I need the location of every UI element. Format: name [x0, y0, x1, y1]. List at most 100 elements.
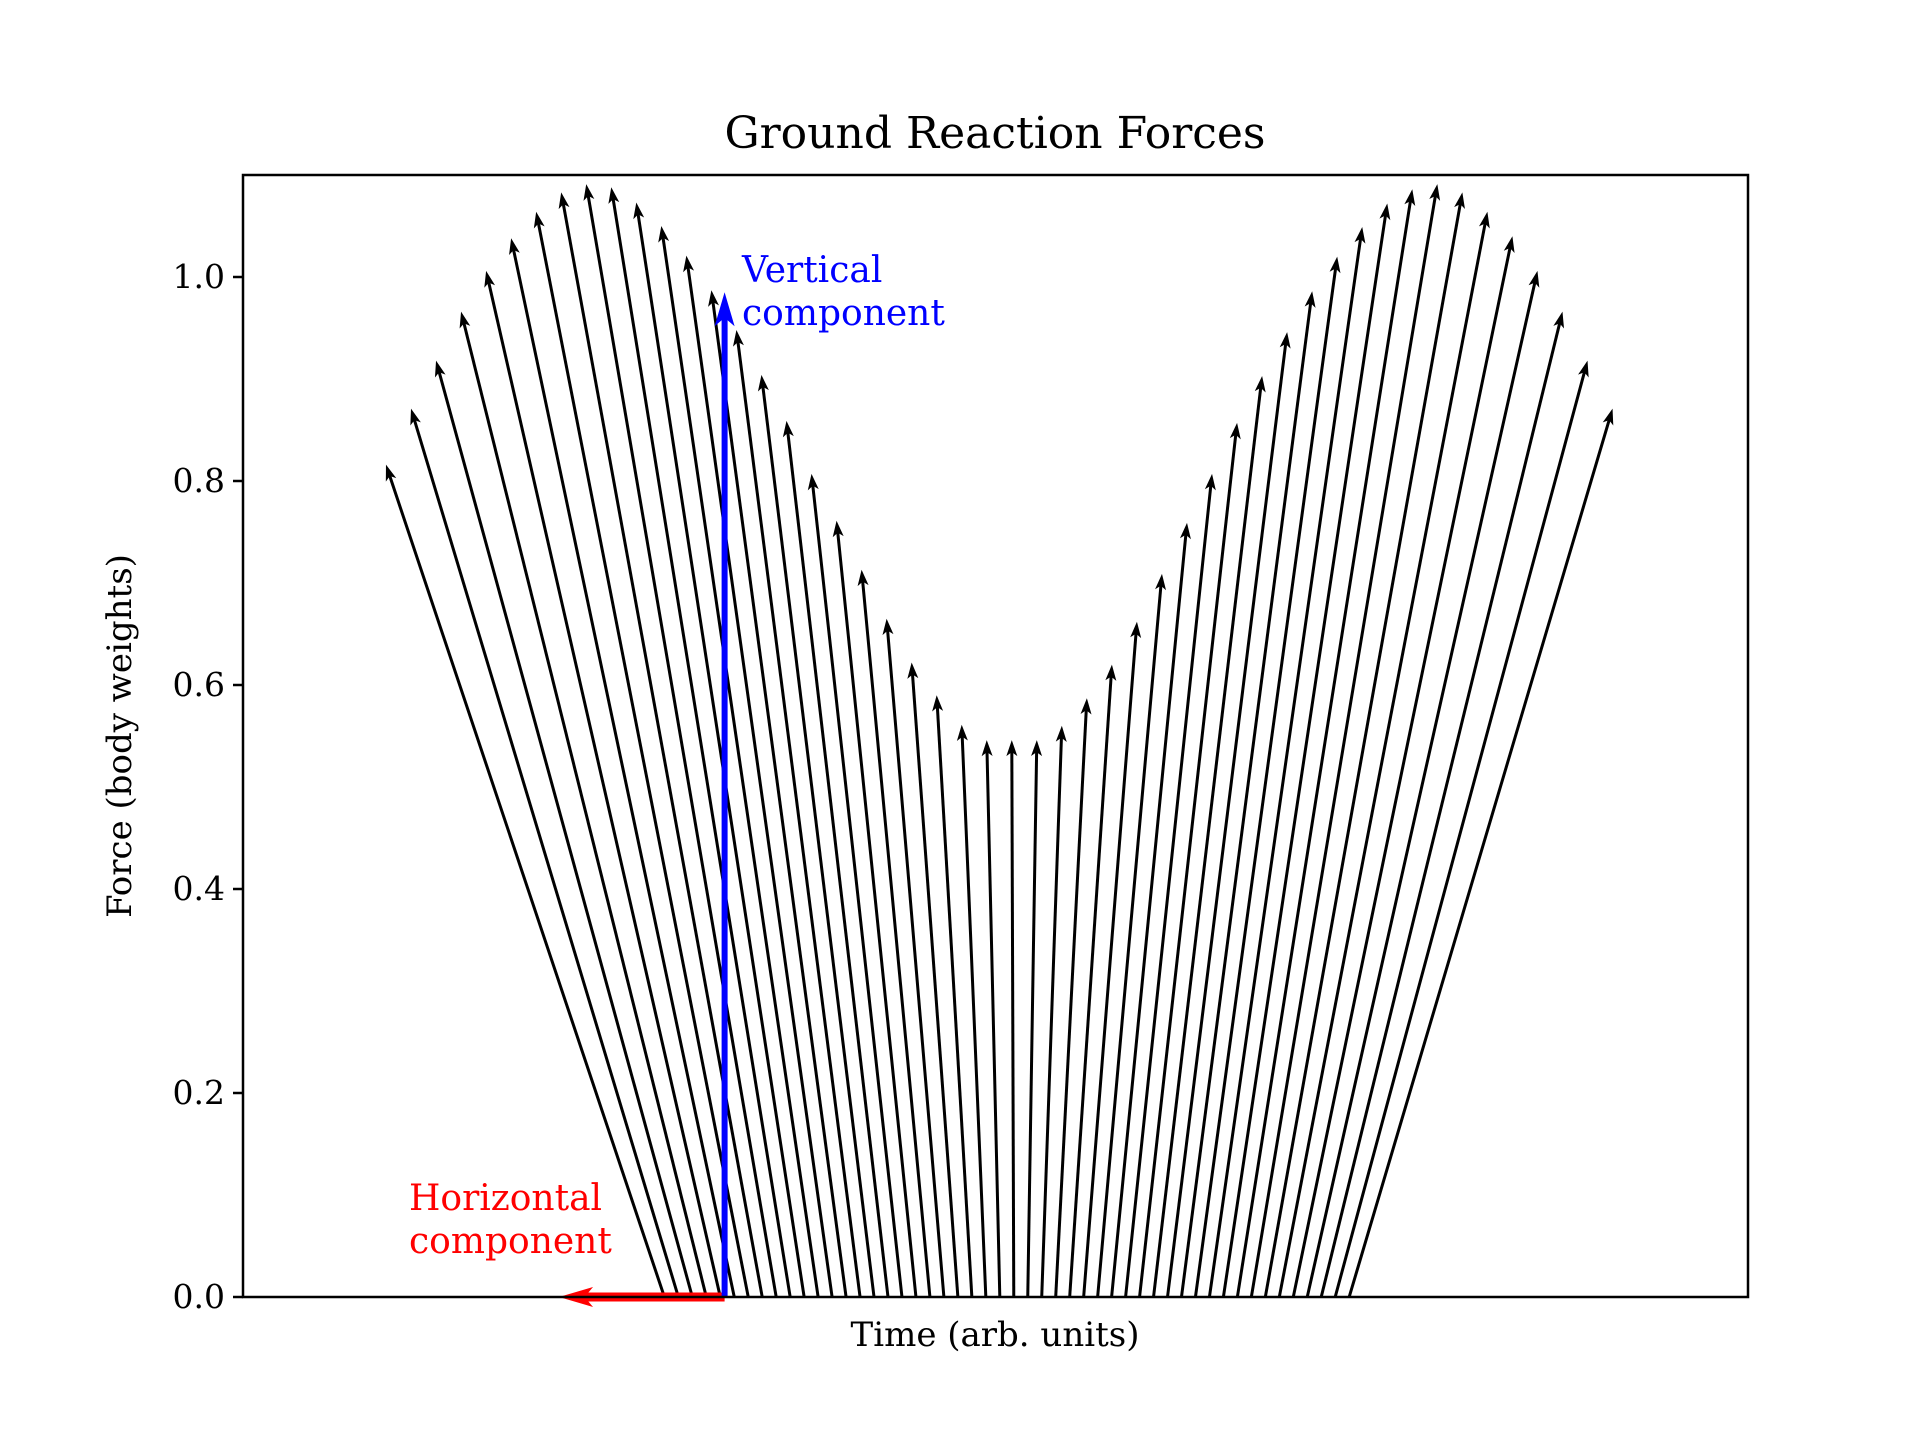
x-axis-label: Time (arb. units) — [851, 1315, 1140, 1355]
force-arrow-head — [932, 695, 944, 712]
force-arrow — [1277, 211, 1490, 1297]
force-arrow — [658, 226, 820, 1297]
force-arrow-head — [1578, 360, 1589, 378]
y-tick-label: 0.6 — [173, 665, 225, 704]
force-arrow — [1006, 740, 1018, 1297]
vertical-component-arrow — [714, 292, 735, 1297]
force-arrow-shaft — [860, 579, 932, 1297]
force-arrow — [1166, 332, 1291, 1297]
force-arrow-shaft — [611, 196, 792, 1297]
force-arrow-shaft — [1179, 300, 1313, 1297]
force-arrow — [1305, 270, 1540, 1297]
force-arrow — [1193, 256, 1341, 1297]
force-arrow-shaft — [836, 530, 918, 1297]
force-arrow — [459, 311, 708, 1297]
vertical-label-line1: Vertical — [741, 250, 882, 291]
force-arrow-shaft — [437, 369, 694, 1297]
force-arrow-shaft — [1347, 417, 1612, 1297]
force-arrow-shaft — [461, 320, 708, 1297]
force-arrow-head — [882, 618, 894, 636]
force-arrow-head — [757, 374, 769, 392]
force-arrow-head — [732, 330, 744, 347]
force-arrow — [708, 290, 848, 1297]
force-arrow — [1207, 227, 1366, 1297]
force-arrow-shaft — [511, 247, 736, 1297]
force-arrow — [583, 184, 778, 1297]
force-arrow — [1333, 360, 1589, 1297]
plot-frame — [241, 173, 1750, 1299]
force-arrow-head — [1204, 473, 1216, 491]
force-arrow-head — [981, 740, 993, 757]
force-arrow — [832, 520, 918, 1297]
force-arrow-head — [1429, 184, 1441, 201]
vertical-label-line2: component — [742, 293, 945, 334]
force-arrow-shaft — [1040, 735, 1064, 1297]
force-arrow-shaft — [686, 264, 834, 1297]
force-arrow-shaft — [1026, 749, 1039, 1297]
force-arrow-shaft — [1263, 201, 1463, 1297]
force-arrows — [385, 184, 1614, 1297]
force-arrow-shaft — [1207, 236, 1363, 1297]
force-arrow-head — [583, 184, 595, 201]
force-arrow-shaft — [536, 220, 750, 1297]
force-arrow-head — [558, 192, 570, 210]
force-arrow — [1235, 189, 1416, 1297]
force-arrow-shaft — [935, 704, 974, 1297]
force-arrow-head — [1055, 725, 1067, 742]
force-arrow-shaft — [736, 339, 862, 1297]
force-arrow-shaft — [586, 193, 778, 1297]
force-arrow-shaft — [412, 417, 680, 1297]
force-arrow-head — [1080, 698, 1092, 715]
force-arrow-head — [1404, 189, 1416, 206]
force-arrow — [608, 187, 792, 1297]
force-arrow — [1082, 621, 1142, 1297]
force-arrow-head — [1602, 408, 1614, 426]
force-arrow — [1124, 473, 1216, 1297]
force-arrow — [1291, 236, 1515, 1297]
force-arrow-shaft — [1082, 631, 1138, 1297]
force-arrow — [1152, 375, 1266, 1297]
horizontal-component-label: Horizontal component — [409, 1178, 612, 1262]
force-arrow-shaft — [960, 734, 988, 1297]
force-arrow — [558, 192, 764, 1297]
force-arrow-shaft — [1305, 279, 1537, 1297]
horizontal-label-line2: component — [409, 1221, 612, 1262]
force-arrow-shaft — [1010, 749, 1016, 1297]
force-arrow-shaft — [1096, 583, 1163, 1297]
force-arrow-shaft — [885, 628, 946, 1297]
horizontal-label-line1: Horizontal — [409, 1178, 602, 1219]
force-arrow-head — [683, 255, 695, 273]
force-arrow — [1221, 203, 1391, 1297]
force-arrow-head — [484, 270, 496, 288]
force-arrow — [410, 408, 680, 1297]
force-arrow-head — [857, 569, 869, 587]
force-arrow-head — [608, 187, 620, 204]
force-arrow-head — [385, 464, 397, 482]
force-arrow — [981, 740, 1002, 1297]
force-arrow-head — [434, 360, 446, 378]
force-arrow-shaft — [1152, 385, 1263, 1297]
force-arrow — [807, 473, 904, 1297]
force-arrow-shaft — [711, 299, 848, 1297]
y-tick-label: 0.4 — [173, 869, 225, 908]
force-arrow — [633, 202, 806, 1297]
vertical-component-arrow-head — [714, 292, 735, 327]
force-arrow — [1263, 192, 1465, 1297]
force-arrow-head — [1031, 740, 1043, 757]
force-arrow-shaft — [1054, 707, 1088, 1297]
force-arrow-head — [1503, 236, 1515, 253]
force-arrow-head — [633, 202, 645, 220]
force-arrow — [907, 662, 960, 1297]
component-arrows — [559, 292, 735, 1307]
y-axis-ticks: 0.0 0.2 0.4 0.6 0.8 1.0 — [173, 257, 243, 1316]
force-arrow — [385, 464, 666, 1297]
force-arrow-shaft — [1068, 674, 1113, 1297]
force-arrow — [484, 270, 722, 1297]
force-arrow-head — [658, 226, 670, 243]
force-arrow-head — [1329, 256, 1341, 274]
y-tick-label: 0.0 — [173, 1277, 225, 1316]
force-arrow-shaft — [1110, 532, 1188, 1297]
force-arrow — [956, 724, 988, 1297]
force-arrow-head — [1130, 621, 1142, 639]
force-arrow — [882, 618, 946, 1297]
